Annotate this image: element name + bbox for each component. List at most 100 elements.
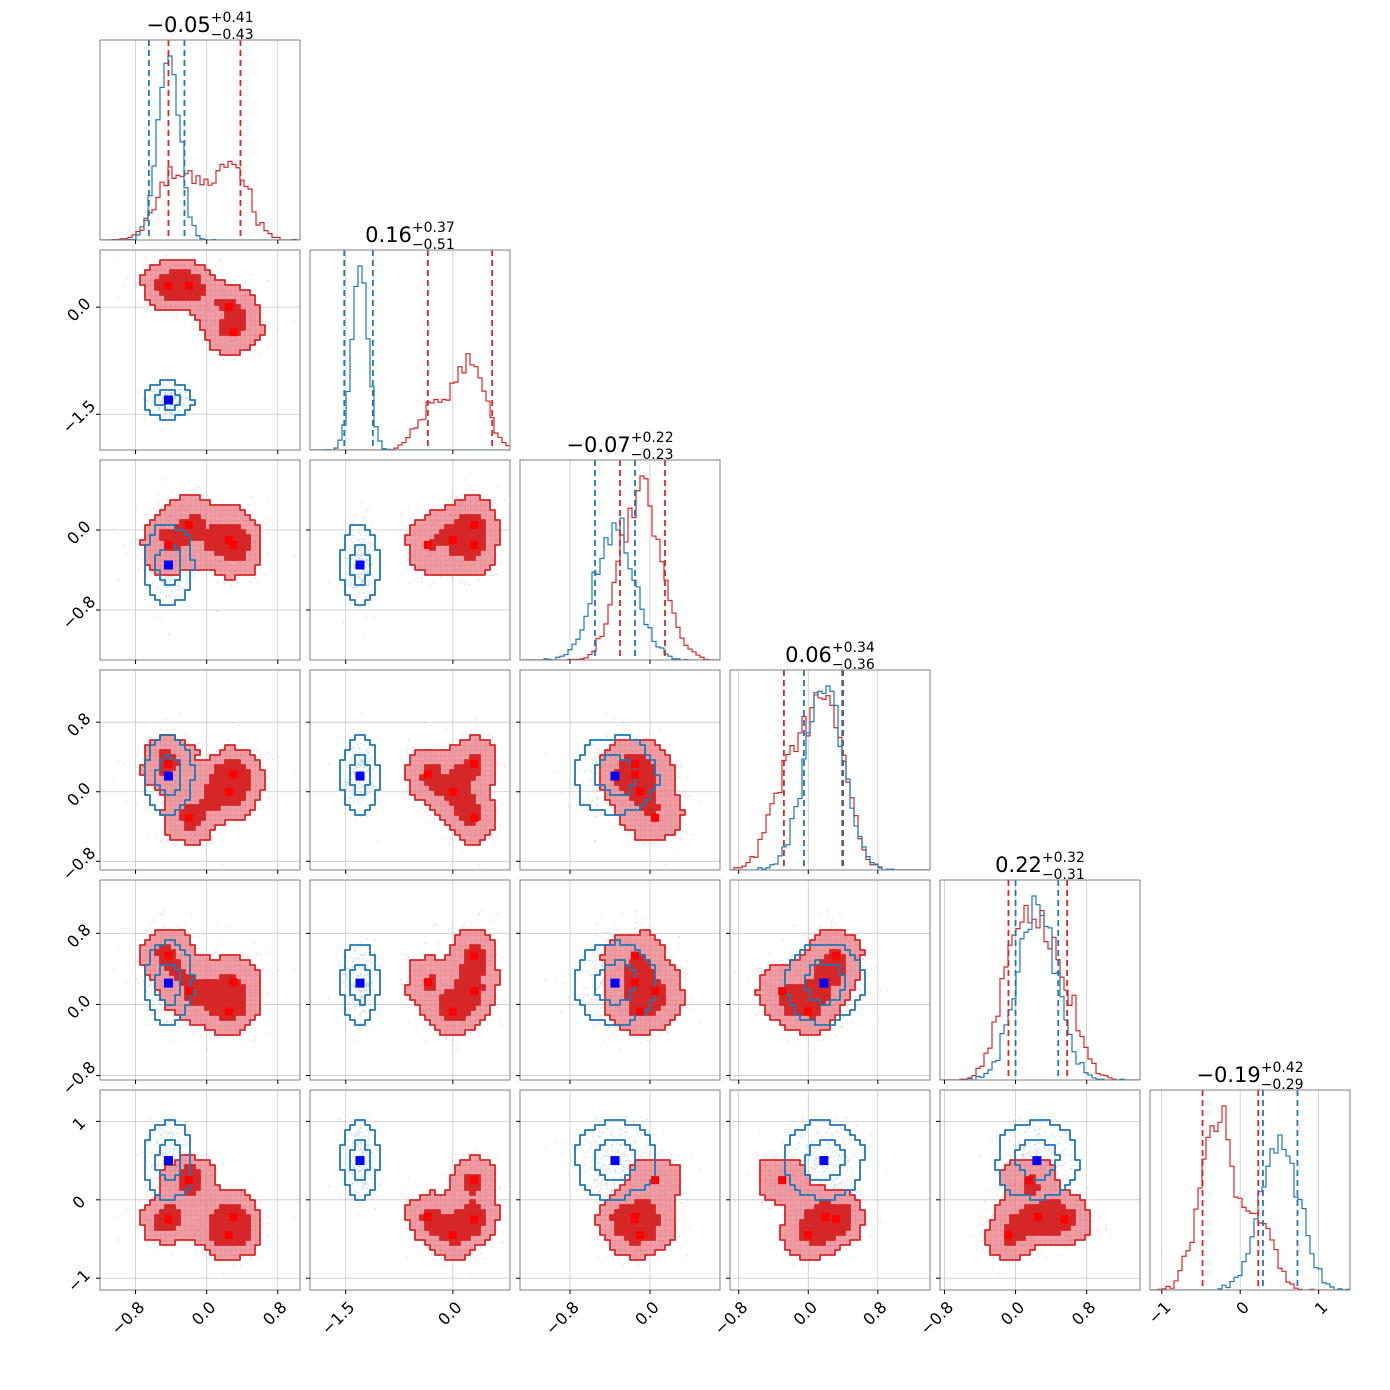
density-cell	[435, 550, 441, 556]
sample-point-red	[461, 579, 463, 582]
sample-point-red	[463, 479, 466, 481]
panel-frame	[99, 39, 301, 241]
density-cell	[475, 535, 481, 541]
density-cell	[205, 310, 211, 316]
sample-point-red	[137, 299, 139, 302]
density-cell	[215, 535, 221, 541]
density-cell	[190, 805, 196, 811]
density-cell	[225, 795, 231, 801]
density-cell	[235, 305, 241, 311]
density-cell	[250, 525, 256, 531]
sample-point-blue	[183, 401, 185, 404]
density-cell	[190, 495, 196, 501]
sample-point-blue	[172, 586, 174, 589]
sample-point-red	[233, 358, 236, 360]
sample-point-blue	[353, 534, 355, 537]
density-cell	[475, 555, 481, 561]
density-cell	[470, 505, 476, 511]
sample-point-blue	[181, 587, 184, 589]
density-cell	[410, 560, 416, 566]
density-cell	[205, 320, 211, 326]
panel-2-0	[96, 459, 301, 664]
density-cell	[485, 510, 491, 516]
density-cell	[160, 810, 166, 816]
density-cell	[490, 530, 496, 536]
sample-point-blue	[346, 572, 348, 575]
sample-point-blue	[361, 554, 364, 556]
sample-point-red	[137, 303, 140, 305]
density-cell	[240, 755, 246, 761]
density-cell	[220, 320, 226, 326]
sample-point-blue	[145, 789, 148, 792]
density-cell	[180, 810, 186, 816]
density-cell	[190, 555, 196, 561]
density-cell	[190, 810, 196, 816]
sample-point-red	[460, 733, 463, 736]
density-cell	[210, 805, 216, 811]
density-cell	[465, 545, 471, 551]
title-value: 0.22	[995, 853, 1042, 877]
sample-point-blue	[184, 391, 187, 393]
density-cell	[210, 545, 216, 551]
density-cell	[200, 815, 206, 821]
sample-point-red	[206, 494, 209, 497]
density-cell	[240, 815, 246, 821]
density-cell	[475, 570, 481, 576]
density-cell	[170, 280, 176, 286]
sample-point-blue	[182, 403, 184, 406]
density-cell	[415, 555, 421, 561]
density-cell	[220, 775, 226, 781]
sample-point-red	[147, 833, 149, 836]
density-cell	[250, 795, 256, 801]
sample-point-blue	[357, 539, 359, 541]
density-cell	[205, 800, 211, 806]
density-cell	[165, 750, 171, 756]
mode-marker-red	[224, 303, 233, 312]
sample-point-red	[250, 495, 253, 498]
density-cell	[455, 520, 461, 526]
density-cell	[175, 820, 181, 826]
sample-point-red	[267, 345, 269, 347]
density-cell	[180, 560, 186, 566]
density-cell	[205, 295, 211, 301]
density-cell	[185, 765, 191, 771]
density-cell	[195, 780, 201, 786]
sample-point-blue	[185, 399, 188, 402]
sample-point-blue	[361, 516, 363, 518]
sample-point-blue	[157, 408, 160, 411]
density-cell	[255, 320, 261, 326]
sample-point-blue	[179, 594, 182, 597]
title-lower: −0.23	[631, 447, 674, 463]
density-cell	[170, 750, 176, 756]
sample-point-blue	[144, 598, 147, 601]
density-cell	[145, 555, 151, 561]
contour-line	[339, 524, 381, 606]
sample-point-blue	[154, 412, 157, 414]
mode-marker-red	[470, 521, 479, 529]
sample-point-blue	[361, 501, 363, 503]
density-cell	[160, 745, 166, 751]
density-cell	[445, 570, 451, 576]
hist-blue	[310, 265, 510, 450]
density-cell	[165, 290, 171, 296]
density-cell	[475, 565, 481, 571]
density-cell	[230, 345, 236, 351]
sample-point-blue	[179, 712, 182, 715]
density-cell	[215, 280, 221, 286]
sample-point-red	[223, 582, 225, 584]
sample-point-blue	[365, 616, 368, 619]
density-cell	[450, 530, 456, 536]
density-cell	[415, 550, 421, 556]
density-cell	[470, 555, 476, 561]
sample-point-blue	[162, 392, 165, 395]
density-cell	[250, 565, 256, 571]
sample-point-red	[500, 528, 503, 530]
density-cell	[180, 780, 186, 786]
sample-point-blue	[345, 595, 348, 598]
density-cell	[255, 765, 261, 771]
density-cell	[445, 565, 451, 571]
sample-point-blue	[371, 596, 373, 599]
density-cell	[200, 540, 206, 546]
density-cell	[155, 765, 161, 771]
density-cell	[170, 260, 176, 266]
